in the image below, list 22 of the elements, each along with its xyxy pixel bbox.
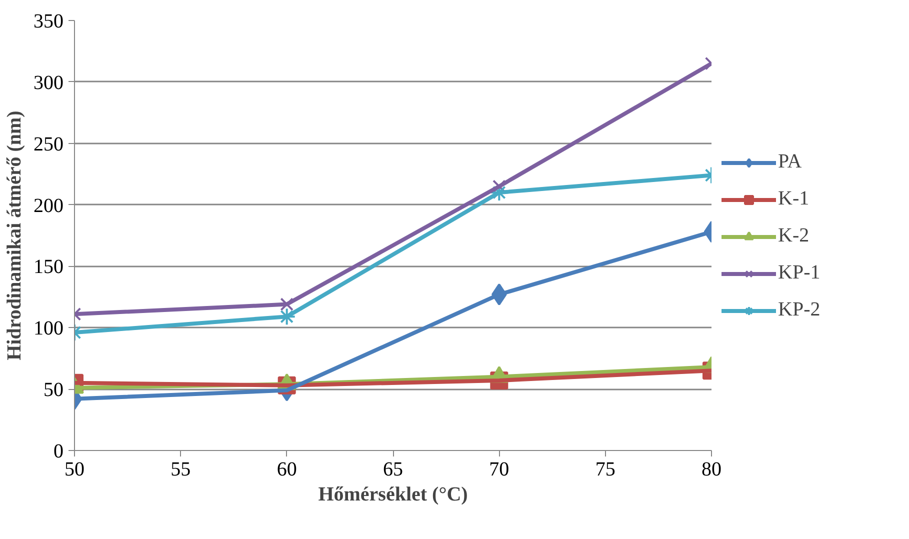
y-tick-label: 300 [34, 72, 64, 94]
legend-label: K-1 [778, 188, 810, 210]
y-tick-label: 50 [44, 379, 64, 402]
x-tick-label: 55 [170, 458, 191, 480]
x-tick-label: 60 [276, 458, 297, 480]
x-tick-label: 70 [489, 458, 510, 480]
legend-label: KP-2 [778, 298, 820, 322]
y-axis-title: Hidrodinamikai átmérő (nm) [4, 110, 26, 360]
y-tick-label: 150 [34, 256, 64, 278]
legend-label: K-2 [778, 224, 810, 248]
x-tick-label: 75 [595, 458, 616, 480]
y-tick-label: 200 [34, 194, 64, 217]
x-tick-label: 80 [702, 458, 722, 480]
y-tick-label: 350 [34, 10, 64, 32]
y-tick-label: 0 [54, 440, 64, 462]
x-axis-title: Hőmérséklet (°C) [318, 484, 468, 506]
y-tick-label: 100 [34, 318, 64, 340]
legend-label: PA [778, 150, 802, 174]
x-tick-label: 65 [383, 458, 403, 480]
legend-label: KP-1 [778, 262, 820, 284]
x-tick-label: 50 [64, 458, 84, 480]
y-tick-label: 250 [34, 133, 64, 156]
